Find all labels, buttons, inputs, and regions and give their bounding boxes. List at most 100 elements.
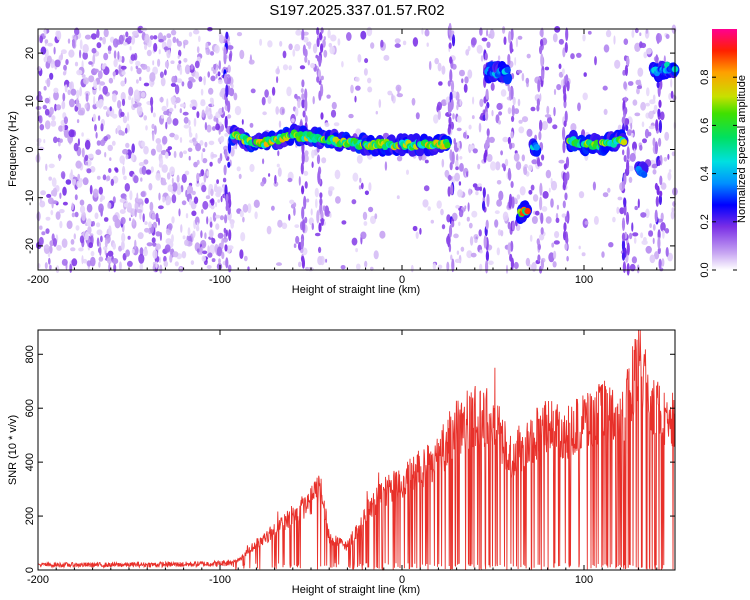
spectrogram-streak [562, 47, 566, 58]
spectrogram-noise-blob [541, 206, 548, 212]
spectrogram-streak [539, 45, 543, 55]
spectrogram-noise-blob [262, 111, 267, 116]
spectrogram-streak [483, 235, 487, 249]
spectrogram-streak [449, 161, 453, 171]
spectrogram-noise-blob [43, 56, 48, 63]
spectrogram-noise-blob [133, 89, 140, 100]
spectrogram-noise-blob [645, 245, 652, 254]
spectrogram-streak [510, 131, 514, 139]
spectrogram-plot-area [35, 22, 680, 276]
spectrogram-noise-blob [183, 116, 189, 124]
spectrogram-noise-blob [525, 257, 531, 267]
spectrogram-noise-blob [94, 124, 97, 132]
spectrogram-noise-blob [167, 146, 173, 151]
spectrogram-noise-blob [139, 247, 144, 256]
spectrogram-noise-blob [143, 248, 148, 257]
spectrogram-streak [228, 229, 232, 242]
spectrogram-noise-blob [291, 118, 295, 123]
spectrogram-noise-blob [158, 205, 164, 210]
spectrogram-streak [626, 263, 630, 276]
spectrogram-noise-blob [222, 185, 225, 194]
spectrogram-streak [658, 137, 662, 147]
spectrogram-noise-blob [478, 122, 482, 133]
spectrogram-noise-blob [174, 84, 180, 95]
spectrogram-noise-blob [582, 33, 586, 42]
spectrogram-noise-blob [241, 119, 244, 125]
spectrogram-noise-blob [539, 93, 542, 102]
spectrogram-streak [301, 150, 305, 165]
spectrogram-noise-blob [436, 200, 442, 209]
spectrogram-noise-blob [214, 44, 220, 54]
spectrogram-streak [565, 27, 569, 41]
spectrogram-streak [304, 216, 308, 224]
spectrogram-noise-blob [498, 190, 504, 201]
spectrogram-noise-blob [59, 138, 63, 143]
spectrogram-noise-blob [517, 98, 521, 107]
spectrogram-noise-blob [621, 116, 626, 125]
spectrogram-streak [564, 243, 568, 251]
spectrogram-noise-blob [603, 44, 610, 53]
spectrogram-streak [539, 119, 543, 132]
spectrogram-noise-blob [123, 202, 128, 208]
spectrogram-noise-blob [451, 30, 455, 36]
spectrogram-noise-blob [578, 191, 585, 199]
spectrogram-noise-blob [458, 221, 461, 226]
spectrogram-noise-blob [617, 196, 623, 201]
spectrogram-streak [300, 240, 304, 248]
spectrogram-streak [301, 255, 305, 263]
spectrogram-noise-blob [605, 29, 612, 38]
spectrogram-noise-blob [550, 180, 558, 191]
spectrogram-streak [657, 159, 661, 166]
ridge-segment-D [564, 129, 629, 157]
spectrogram-streak [448, 224, 453, 238]
spectrogram-streak [316, 37, 320, 48]
spectrogram-noise-blob [460, 246, 465, 252]
spectrogram-noise-blob [466, 250, 473, 259]
spectrogram-noise-blob [637, 79, 642, 87]
spectrogram-noise-blob [143, 82, 150, 87]
spectrogram-noise-blob [490, 82, 495, 91]
spectrogram-streak [449, 103, 453, 113]
spectrogram-noise-blob [103, 52, 109, 61]
spectrogram-noise-blob [96, 29, 100, 39]
spectrogram-noise-blob [307, 59, 310, 66]
snr-xtick-label: -200 [27, 574, 49, 586]
spectrogram-noise-blob [216, 118, 219, 125]
spectrogram-noise-blob [50, 209, 54, 216]
spectrogram-noise-blob [488, 136, 495, 143]
spectrogram-noise-blob [155, 173, 161, 181]
spectrogram-noise-blob [652, 224, 656, 231]
spectrogram-streak [539, 182, 543, 196]
spectrogram-streak [622, 261, 627, 274]
spectrogram-streak [304, 181, 308, 189]
spectrogram-noise-blob [138, 253, 145, 264]
spectrogram-noise-blob [99, 139, 106, 147]
spectrogram-noise-blob [98, 84, 101, 91]
spectrogram-noise-blob [432, 262, 437, 270]
spectrogram-noise-blob [70, 169, 73, 177]
spectrogram-noise-blob [164, 244, 171, 253]
spectrogram-noise-blob [106, 256, 113, 265]
figure-title: S197.2025.337.01.57.R02 [269, 2, 444, 19]
spectrogram-noise-blob [467, 69, 473, 79]
spectrogram-noise-blob [513, 152, 520, 162]
spectrogram-noise-blob [62, 92, 66, 102]
spectrogram-noise-blob [209, 161, 213, 167]
spectrogram-streak [484, 52, 488, 61]
spectrogram-noise-blob [276, 262, 282, 266]
spectrogram-noise-blob [53, 136, 58, 144]
spectrogram-noise-blob [110, 178, 115, 186]
spectrogram-noise-blob [44, 120, 51, 130]
spectrogram-noise-blob [242, 216, 245, 223]
spectrogram-noise-blob [637, 198, 640, 209]
spectrogram-noise-blob [150, 96, 154, 107]
spectrogram-noise-blob [662, 229, 665, 239]
spectrogram-noise-blob [238, 173, 242, 179]
spectrogram-noise-blob [131, 248, 135, 254]
spectrogram-noise-blob [402, 40, 407, 46]
spectrogram-noise-blob [36, 211, 41, 222]
spectrogram-ridges [228, 60, 680, 224]
spectrogram-ytick-label: 10 [24, 95, 36, 107]
spectrogram-noise-blob [546, 105, 550, 115]
spectrogram-noise-blob [584, 220, 589, 225]
